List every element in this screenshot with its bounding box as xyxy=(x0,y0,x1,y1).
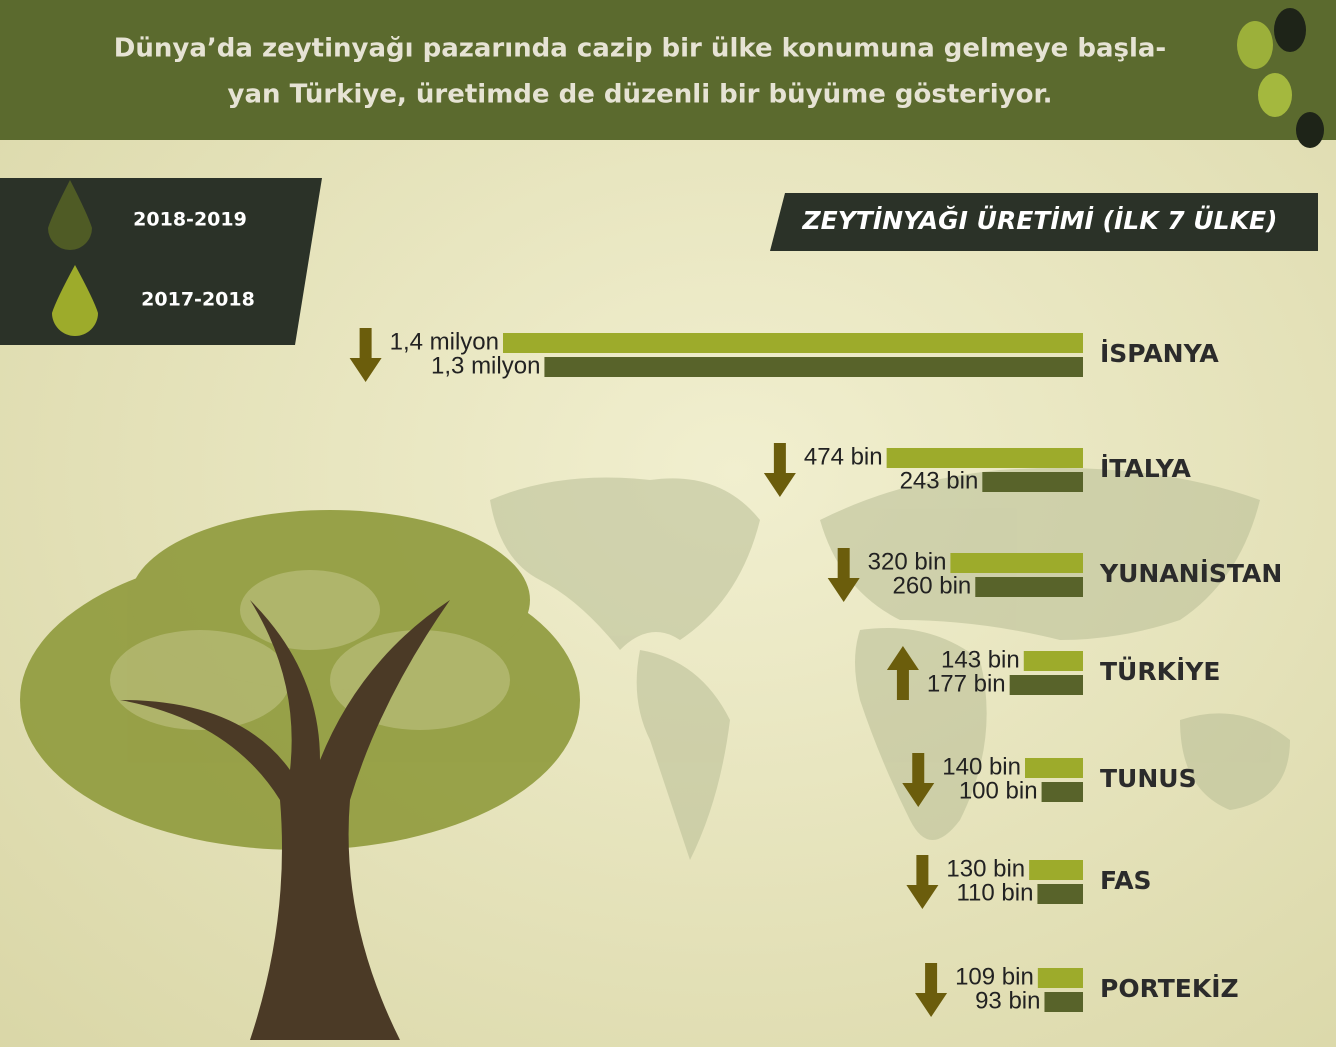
up-arrow xyxy=(886,646,919,700)
bar xyxy=(950,553,1083,573)
value-label: 143 bin xyxy=(941,646,1020,673)
olive-tree xyxy=(20,510,580,1040)
header-line: Dünya’da zeytinyağı pazarında cazip bir … xyxy=(114,34,1166,64)
bar xyxy=(1037,884,1083,904)
down-arrow xyxy=(827,548,860,602)
country-label: TÜRKİYE xyxy=(1100,656,1220,686)
down-arrow xyxy=(915,963,948,1017)
chart-title: ZEYTİNYAĞI ÜRETİMİ (İLK 7 ÜLKE) xyxy=(802,205,1278,235)
value-label: 109 bin xyxy=(955,963,1034,990)
value-label: 140 bin xyxy=(942,753,1021,780)
country-label: YUNANİSTAN xyxy=(1099,558,1282,588)
country-label: İTALYA xyxy=(1100,453,1192,483)
value-label: 260 bin xyxy=(893,572,972,599)
header-line: yan Türkiye, üretimde de düzenli bir büy… xyxy=(228,80,1053,110)
down-arrow xyxy=(349,328,382,382)
bar xyxy=(1025,758,1083,778)
country-label: FAS xyxy=(1100,866,1152,895)
country-label: İSPANYA xyxy=(1100,338,1219,368)
bar xyxy=(1037,968,1083,988)
value-label: 110 bin xyxy=(956,879,1033,906)
country-label: TUNUS xyxy=(1100,764,1197,793)
value-label: 100 bin xyxy=(959,777,1038,804)
down-arrow xyxy=(902,753,935,807)
value-label: 177 bin xyxy=(927,670,1006,697)
value-label: 320 bin xyxy=(868,548,947,575)
title-box xyxy=(770,193,1318,251)
value-label: 130 bin xyxy=(946,855,1025,882)
bar xyxy=(886,448,1083,468)
bar xyxy=(1041,782,1083,802)
value-label: 1,4 milyon xyxy=(390,328,499,355)
country-label: PORTEKİZ xyxy=(1100,973,1239,1003)
legend-label: 2018-2019 xyxy=(133,209,247,231)
value-label: 1,3 milyon xyxy=(431,352,540,379)
down-arrow xyxy=(763,443,796,497)
world-map xyxy=(490,468,1290,860)
value-label: 243 bin xyxy=(900,467,979,494)
legend-label: 2017-2018 xyxy=(141,289,255,311)
olives xyxy=(1237,8,1324,148)
bar xyxy=(1044,992,1083,1012)
value-label: 93 bin xyxy=(975,987,1040,1014)
bar xyxy=(1029,860,1083,880)
down-arrow xyxy=(906,855,939,909)
legend-swatch xyxy=(52,265,98,336)
value-label: 474 bin xyxy=(804,443,883,470)
bar xyxy=(503,333,1083,353)
bar xyxy=(975,577,1083,597)
header-band xyxy=(0,0,1336,140)
bar xyxy=(544,357,1083,377)
bar xyxy=(982,472,1083,492)
legend-swatch xyxy=(48,180,92,250)
bar xyxy=(1023,651,1083,671)
legend-box xyxy=(0,178,322,345)
bar xyxy=(1009,675,1083,695)
